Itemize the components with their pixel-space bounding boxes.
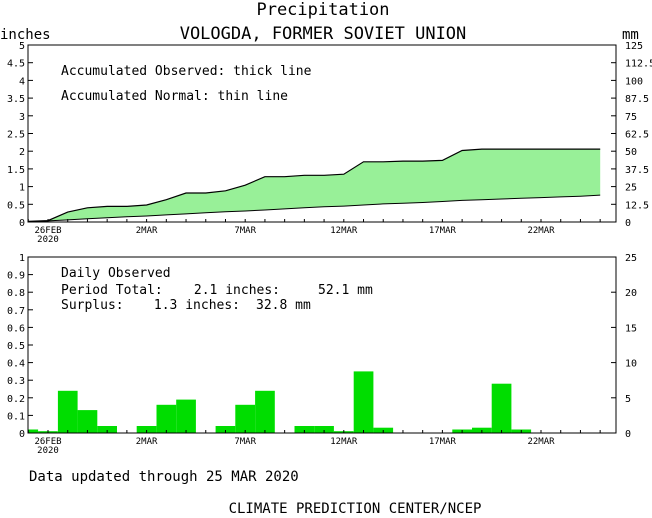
daily-bar <box>57 390 78 433</box>
daily-ytick-left-label: 0.4 <box>7 359 25 370</box>
daily-ytick-left-label: 0.5 <box>7 341 25 352</box>
daily-ytick-left-label: 0.3 <box>7 376 25 387</box>
acc-ytick-left-label: 3.5 <box>7 94 25 105</box>
daily-xtick-sublabel: 2020 <box>37 446 59 456</box>
daily-bar <box>314 426 334 433</box>
annotation-normal: Accumulated Normal: thin line <box>61 89 288 104</box>
period-total-mm: 52.1 mm <box>318 283 373 298</box>
daily-xtick-label: 7MAR <box>234 437 256 447</box>
acc-ytick-left-label: 1 <box>19 183 25 194</box>
data-updated-note: Data updated through 25 MAR 2020 <box>29 469 299 485</box>
accumulated-normal-line <box>28 194 601 223</box>
daily-ytick-left-label: 0 <box>19 429 25 440</box>
daily-bar <box>136 426 157 433</box>
daily-ytick-left-label: 0.6 <box>7 323 25 334</box>
left-unit-label: inches <box>0 27 51 43</box>
daily-ytick-right-label: 5 <box>625 394 631 405</box>
acc-ytick-left-label: 1.5 <box>7 165 25 176</box>
daily-bar <box>294 426 315 433</box>
period-total-label: Period Total: <box>61 283 163 298</box>
annotation-observed: Accumulated Observed: thick line <box>61 64 312 79</box>
acc-xtick-label: 7MAR <box>234 226 256 236</box>
acc-ytick-left-label: 2 <box>19 147 25 158</box>
daily-xtick-label: 26FEB <box>34 437 61 447</box>
daily-xtick-label: 2MAR <box>136 437 158 447</box>
acc-xtick-sublabel: 2020 <box>37 235 59 245</box>
daily-xtick-label: 22MAR <box>527 437 555 447</box>
daily-ytick-left-label: 0.8 <box>7 288 25 299</box>
daily-bar <box>156 404 177 433</box>
daily-bar <box>77 410 98 433</box>
acc-ytick-right-label: 12.5 <box>625 200 649 211</box>
acc-xtick-label: 17MAR <box>429 226 457 236</box>
surplus-label: Surplus: <box>61 298 124 313</box>
acc-ytick-right-label: 62.5 <box>625 130 649 141</box>
acc-xtick-label: 22MAR <box>527 226 555 236</box>
daily-ytick-right-label: 25 <box>625 253 637 264</box>
acc-ytick-right-label: 25 <box>625 183 637 194</box>
daily-ytick-left-label: 0.2 <box>7 394 25 405</box>
acc-ytick-left-label: 4 <box>19 76 25 87</box>
daily-ytick-left-label: 0.9 <box>7 271 25 282</box>
right-unit-label: mm <box>622 27 639 43</box>
acc-ytick-left-label: 0 <box>19 218 25 229</box>
acc-ytick-right-label: 125 <box>625 41 643 52</box>
acc-ytick-right-label: 0 <box>625 218 631 229</box>
acc-ytick-left-label: 5 <box>19 41 25 52</box>
daily-ytick-left-label: 1 <box>19 253 25 264</box>
location-title: VOLOGDA, FORMER SOVIET UNION <box>180 24 467 44</box>
acc-ytick-right-label: 37.5 <box>625 165 649 176</box>
daily-ytick-left-label: 0.1 <box>7 411 25 422</box>
daily-axes: 00.10.20.30.40.50.60.70.80.9105101520252… <box>7 253 637 456</box>
acc-ytick-right-label: 112.5 <box>625 59 652 70</box>
daily-bar <box>28 429 39 433</box>
acc-ytick-left-label: 0.5 <box>7 200 25 211</box>
accumulated-fill-area <box>28 149 601 222</box>
acc-ytick-left-label: 3 <box>19 112 25 123</box>
acc-xtick-label: 2MAR <box>136 226 158 236</box>
daily-ytick-right-label: 0 <box>625 429 631 440</box>
surplus-mm: 32.8 mm <box>256 298 311 313</box>
daily-ytick-right-label: 15 <box>625 323 637 334</box>
surplus-inches: 1.3 inches: <box>154 298 240 313</box>
daily-xtick-label: 12MAR <box>330 437 358 447</box>
period-total-inches: 2.1 inches: <box>194 283 280 298</box>
acc-ytick-right-label: 50 <box>625 147 637 158</box>
daily-bar <box>353 371 374 433</box>
daily-bar <box>97 426 117 433</box>
daily-ytick-left-label: 0.7 <box>7 306 25 317</box>
credit-line: CLIMATE PREDICTION CENTER/NCEP <box>229 501 482 517</box>
acc-ytick-right-label: 75 <box>625 112 637 123</box>
daily-bar <box>491 383 512 433</box>
acc-ytick-right-label: 87.5 <box>625 94 649 105</box>
accumulated-axes: 00.511.522.533.544.55012.52537.55062.575… <box>7 41 652 245</box>
accumulated-observed-line <box>28 148 601 222</box>
acc-xtick-label: 12MAR <box>330 226 358 236</box>
acc-xtick-label: 26FEB <box>34 226 61 236</box>
accumulated-panel: 00.511.522.533.544.55012.52537.55062.575… <box>7 41 652 245</box>
daily-bar <box>215 426 236 433</box>
acc-ytick-right-label: 100 <box>625 76 643 87</box>
daily-ytick-right-label: 20 <box>625 288 637 299</box>
acc-ytick-left-label: 4.5 <box>7 59 25 70</box>
acc-ytick-left-label: 2.5 <box>7 130 25 141</box>
daily-panel: 00.10.20.30.40.50.60.70.80.9105101520252… <box>7 253 637 456</box>
daily-bar <box>176 399 196 433</box>
daily-bars <box>28 371 532 434</box>
chart-title: Precipitation <box>256 0 389 20</box>
daily-ytick-right-label: 10 <box>625 359 637 370</box>
daily-bar <box>235 404 255 433</box>
daily-bar <box>255 390 275 433</box>
daily-xtick-label: 17MAR <box>429 437 457 447</box>
annotation-daily-observed: Daily Observed <box>61 266 171 281</box>
